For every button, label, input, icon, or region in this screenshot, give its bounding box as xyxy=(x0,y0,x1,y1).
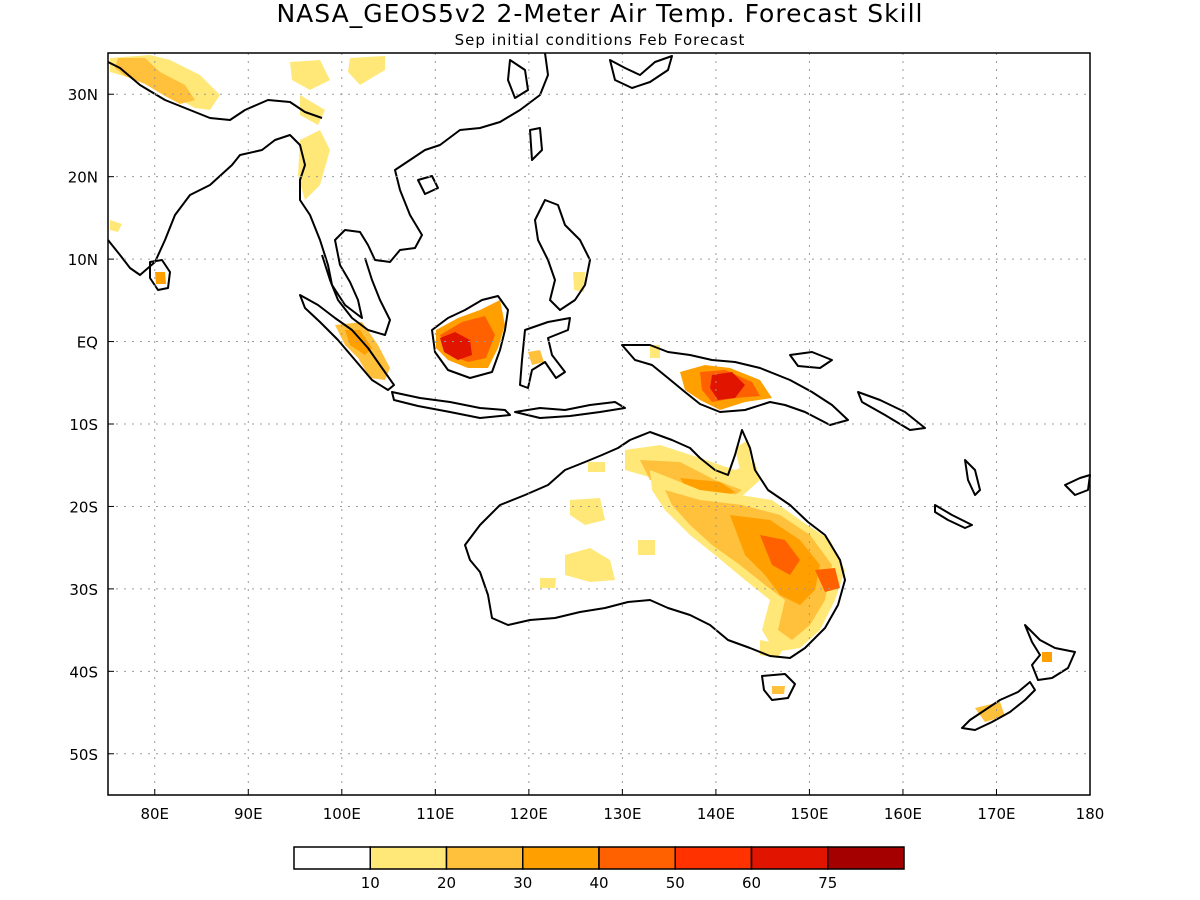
shade-srilanka xyxy=(155,272,166,284)
lon-tick-label: 120E xyxy=(510,805,548,823)
colorbar-swatch xyxy=(827,846,905,870)
coastlines xyxy=(107,52,1091,731)
coast-bismarck xyxy=(789,351,833,369)
coast-sumatra xyxy=(299,294,395,391)
lon-tick-label: 150E xyxy=(790,805,828,823)
coast-tasmania xyxy=(761,673,796,701)
lat-tick-label: 10N xyxy=(68,251,98,269)
coast-philippines xyxy=(534,199,591,311)
colorbar-label: 10 xyxy=(361,874,380,892)
shade-sulawesi xyxy=(528,350,544,365)
coast-new-guinea xyxy=(621,344,849,426)
shade-cape-york xyxy=(735,440,752,470)
lat-tick-label: 50S xyxy=(69,746,98,764)
lon-tick-label: 140E xyxy=(697,805,735,823)
lat-tick-label: 20N xyxy=(68,169,98,187)
shade-tasmania xyxy=(772,686,785,694)
coast-asia-mainland xyxy=(107,52,549,319)
coast-nz-south xyxy=(961,681,1036,731)
coast-vanuatu xyxy=(964,459,981,496)
colorbar-label: 60 xyxy=(742,874,761,892)
shade-arabian-coast xyxy=(110,220,122,232)
colorbar-label: 40 xyxy=(589,874,608,892)
plot-area xyxy=(107,52,1091,796)
shade-yunnan xyxy=(298,130,330,200)
coast-fiji xyxy=(1064,474,1091,496)
shade-tibet-mid xyxy=(348,56,385,85)
map-subtitle: Sep initial conditions Feb Forecast xyxy=(455,31,746,49)
shade-coast-core xyxy=(815,568,840,592)
shade-east-aus-core xyxy=(760,535,800,575)
latitude-labels: 30N 20N 10N EQ 10S 20S 30S 40S 50S xyxy=(68,86,114,764)
coast-lesser-sunda xyxy=(514,401,626,419)
colorbar-swatch xyxy=(293,846,371,870)
shade-wa-2 xyxy=(565,548,615,582)
colorbar-labels: 10 20 30 40 50 60 75 xyxy=(361,874,838,892)
coast-korea xyxy=(507,59,529,99)
colorbar-swatch xyxy=(598,846,676,870)
lon-tick-label: 80E xyxy=(140,805,169,823)
colorbar-label: 20 xyxy=(437,874,456,892)
shade-wa-4 xyxy=(588,462,605,472)
shade-wa-5 xyxy=(638,540,655,555)
colorbar-label: 30 xyxy=(513,874,532,892)
colorbar-swatch xyxy=(674,846,753,870)
lon-tick-label: 170E xyxy=(977,805,1015,823)
lat-tick-label: EQ xyxy=(77,334,98,352)
coast-australia xyxy=(464,429,846,659)
colorbar-label: 50 xyxy=(666,874,685,892)
colorbar-swatch xyxy=(750,846,829,870)
map-title: NASA_GEOS5v2 2-Meter Air Temp. Forecast … xyxy=(276,0,923,28)
coast-hainan xyxy=(417,175,439,195)
colorbar-swatch xyxy=(522,846,600,870)
lon-tick-label: 180 xyxy=(1076,805,1105,823)
colorbar-swatch xyxy=(445,846,524,870)
coast-solomon xyxy=(857,391,926,431)
coast-malay-peninsula xyxy=(321,254,391,336)
lat-tick-label: 30N xyxy=(68,86,98,104)
shade-himalaya-core xyxy=(115,58,195,104)
shade-luzon xyxy=(573,272,585,292)
shade-borneo-core xyxy=(440,332,472,360)
coast-sulawesi xyxy=(519,317,571,389)
lat-tick-label: 20S xyxy=(69,498,98,516)
lon-tick-label: 90E xyxy=(234,805,263,823)
skill-shading xyxy=(110,55,1052,722)
shade-newguinea-core xyxy=(710,372,745,400)
lon-tick-label: 160E xyxy=(884,805,922,823)
lat-tick-label: 40S xyxy=(69,663,98,681)
shade-nz-north xyxy=(1042,652,1052,662)
shade-wa-3 xyxy=(540,578,556,588)
coast-borneo xyxy=(431,295,509,379)
coast-japan xyxy=(609,55,673,89)
lat-tick-label: 30S xyxy=(69,581,98,599)
shade-sumatra-core xyxy=(345,330,372,355)
shade-tibet-east xyxy=(290,60,330,90)
shade-wa-1 xyxy=(570,498,605,525)
shade-nz-south xyxy=(975,702,1005,722)
plot-background xyxy=(108,53,1090,795)
longitude-labels: 80E 90E 100E 110E 120E 130E 140E 150E 160E 170E 18… xyxy=(140,789,1104,823)
colorbar xyxy=(293,846,905,870)
colorbar-swatch xyxy=(369,846,448,870)
coast-sri-lanka xyxy=(149,259,171,291)
shade-east-aus-mid xyxy=(665,490,832,640)
coast-new-caledonia xyxy=(934,504,973,529)
lon-tick-label: 110E xyxy=(416,805,454,823)
coast-taiwan xyxy=(529,127,543,161)
lon-tick-label: 130E xyxy=(603,805,641,823)
coast-india-north xyxy=(107,61,323,121)
colorbar-label: 75 xyxy=(818,874,837,892)
lat-tick-label: 10S xyxy=(69,416,98,434)
lon-tick-label: 100E xyxy=(323,805,361,823)
coast-java xyxy=(391,391,511,419)
coast-nz-north xyxy=(1024,624,1076,681)
